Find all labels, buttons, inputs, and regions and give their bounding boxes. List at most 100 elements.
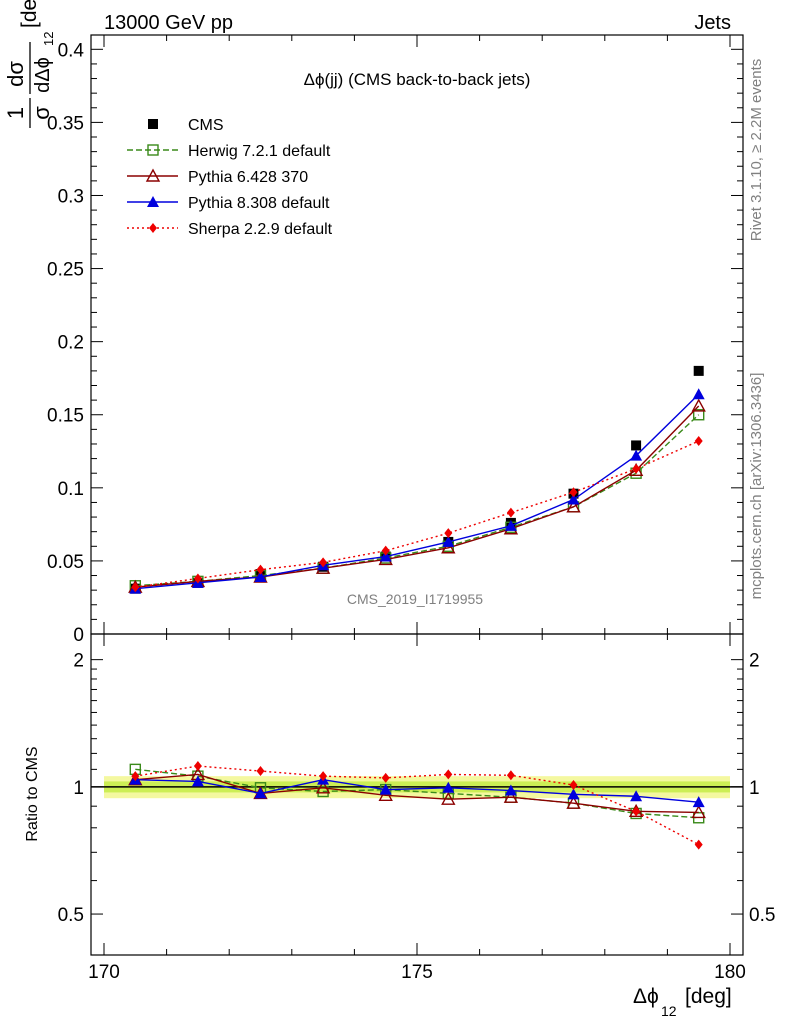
ratio-point <box>193 761 202 772</box>
ratio-point <box>503 789 519 803</box>
series-line <box>135 440 699 588</box>
ratio-y-tick-label-right: 1 <box>749 778 760 799</box>
legend-marker <box>145 168 161 182</box>
data-point <box>504 519 517 531</box>
data-point <box>630 449 643 461</box>
ratio-line <box>135 768 699 819</box>
x-axis-label: Δϕ 12 [deg] <box>633 985 732 1019</box>
ratio-point <box>254 787 267 799</box>
data-point <box>442 535 455 547</box>
ratio-point <box>691 804 706 819</box>
legend-marker <box>148 119 158 129</box>
series-cms <box>130 365 704 594</box>
ratio-point <box>441 791 456 805</box>
ratio-point <box>315 780 331 794</box>
x-tick-label: 180 <box>714 962 746 983</box>
data-point <box>193 573 202 584</box>
data-point <box>692 388 705 400</box>
ylabel-unit: [deg <box>18 0 41 28</box>
ratio-point <box>694 839 703 850</box>
ratio-y-tick-label-right: 2 <box>749 651 760 672</box>
ratio-point <box>191 775 204 787</box>
data-point <box>256 564 265 575</box>
ratio-series-layer <box>128 761 706 850</box>
data-point <box>693 365 704 376</box>
ratio-point <box>379 783 392 795</box>
ratio-y-tick-label: 0.5 <box>58 905 84 926</box>
series-pythia-6-428-370 <box>128 398 706 593</box>
mcplots-label: mcplots.cern.ch [arXiv:1306.3436] <box>748 373 765 600</box>
legend-item-herwig-7-2-1-default: Herwig 7.2.1 default <box>127 143 331 160</box>
data-point <box>691 398 706 412</box>
main-panel: 0 0.05 0.1 0.15 0.2 0.25 0.3 0.35 0.4 Δϕ(jj) (CM… <box>3 0 744 646</box>
ratio-point <box>442 781 455 793</box>
data-point <box>254 570 267 582</box>
legend-marker <box>147 196 159 207</box>
legend-item-cms: CMS <box>148 117 224 134</box>
data-point <box>631 440 642 451</box>
ratio-series-sherpa-2-2-9-default <box>131 761 703 850</box>
y-tick-label: 0.35 <box>47 113 84 134</box>
y-tick-label: 0.25 <box>47 260 84 281</box>
ratio-point <box>632 806 641 817</box>
data-point <box>319 557 328 568</box>
ratio-point <box>567 788 580 800</box>
data-point <box>632 463 641 474</box>
ratio-point <box>256 766 265 777</box>
ylabel-sigma: σ <box>29 106 54 120</box>
data-point <box>441 540 456 554</box>
ratio-point <box>131 771 140 782</box>
y-tick-label: 0.3 <box>58 186 84 207</box>
data-point <box>379 550 392 562</box>
ratio-frame <box>90 633 744 956</box>
data-point <box>506 507 515 518</box>
ylabel-sub: 12 <box>41 32 56 46</box>
ratio-point <box>378 787 393 801</box>
ratio-band-layer <box>91 776 743 799</box>
ylabel-one: 1 <box>3 107 28 119</box>
legend-item-pythia-8-308-default: Pythia 8.308 default <box>127 195 330 212</box>
ratio-point <box>504 784 517 796</box>
series-herwig-7-2-1-default <box>129 409 705 592</box>
data-point <box>444 528 453 539</box>
data-point <box>567 493 580 505</box>
xlabel-unit: [deg] <box>685 985 732 1008</box>
ratio-series-pythia-6-428-370 <box>128 766 706 819</box>
xlabel-dphi: Δϕ <box>633 985 659 1008</box>
data-point <box>131 582 140 593</box>
ylabel-ddphi: dΔϕ <box>32 57 54 93</box>
main-series-layer <box>128 365 706 594</box>
ratio-line <box>135 773 699 814</box>
ratio-y-tick-label: 1 <box>73 778 84 799</box>
x-tick-label: 175 <box>401 962 433 983</box>
legend-item-sherpa-2-2-9-default: Sherpa 2.2.9 default <box>127 221 333 238</box>
ylabel-dsigma: dσ <box>3 61 28 87</box>
series-line <box>135 393 700 590</box>
data-point <box>566 499 581 513</box>
y-tick-label: 0.1 <box>58 479 84 500</box>
legend-label: CMS <box>188 117 224 134</box>
xlabel-sub: 12 <box>661 1003 677 1019</box>
series-line <box>135 414 700 587</box>
y-tick-label: 0.4 <box>58 40 85 61</box>
legend-label: Herwig 7.2.1 default <box>188 143 331 160</box>
legend-label: Pythia 6.428 370 <box>188 169 308 186</box>
y-tick-label: 0.05 <box>47 552 84 573</box>
ratio-point <box>569 780 578 791</box>
legend-label: Sherpa 2.2.9 default <box>188 221 333 238</box>
rivet-label: Rivet 3.1.10, ≥ 2.2M events <box>748 59 765 242</box>
legend-marker <box>149 223 157 233</box>
ratio-point <box>506 770 515 781</box>
ratio-y-label: Ratio to CMS <box>24 746 41 841</box>
y-tick-label: 0.2 <box>58 333 84 354</box>
ratio-point <box>381 772 390 783</box>
data-point <box>694 436 703 447</box>
legend-label: Pythia 8.308 default <box>188 195 330 212</box>
chart-title: Δϕ(jj) (CMS back-to-back jets) <box>304 70 531 89</box>
analysis-watermark: CMS_2019_I1719955 <box>347 591 483 607</box>
legend-item-pythia-6-428-370: Pythia 6.428 370 <box>127 168 308 186</box>
main-y-axis-label: 1 σ dσ dΔϕ 12 [deg -1 ] <box>3 0 56 128</box>
data-point <box>569 487 578 498</box>
